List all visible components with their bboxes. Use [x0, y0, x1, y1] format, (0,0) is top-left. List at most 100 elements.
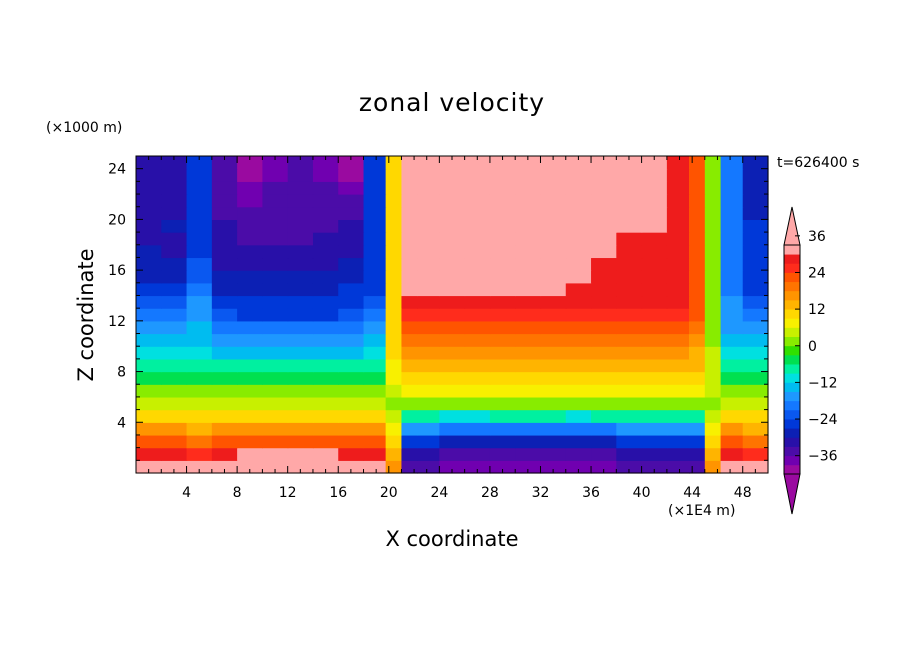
field-cell [704, 333, 722, 347]
field-cell [464, 206, 491, 220]
field-cell [385, 244, 403, 259]
field-cell [385, 257, 403, 271]
y-axis-unit: (×1000 m) [46, 120, 123, 136]
field-cell [489, 384, 516, 398]
field-cell [742, 358, 769, 373]
field-cell [515, 384, 542, 398]
field-cell [287, 257, 314, 271]
field-cell [704, 409, 722, 423]
field-cell [464, 447, 491, 461]
field-cell [704, 460, 722, 474]
field-cell [186, 422, 213, 436]
field-cell [385, 358, 403, 373]
field-cell [720, 308, 744, 322]
field-cell [689, 460, 706, 474]
field-cell [565, 371, 592, 385]
colorbar-segment [784, 382, 800, 392]
field-cell [385, 308, 403, 322]
field-cell [515, 244, 542, 259]
field-cell [237, 396, 263, 411]
field-cell [641, 409, 668, 423]
field-cell [704, 295, 722, 309]
field-cell [312, 333, 339, 347]
field-cell [666, 346, 690, 360]
field-cell [186, 257, 213, 271]
field-cell [616, 333, 643, 347]
field-cell [287, 346, 314, 360]
field-cell [161, 396, 188, 411]
field-cell [616, 270, 643, 284]
field-cell [720, 232, 744, 246]
field-cell [439, 270, 466, 284]
field-cell [720, 447, 744, 461]
field-cell [704, 156, 722, 170]
field-cell [439, 156, 466, 170]
field-cell [720, 282, 744, 297]
field-cell [666, 409, 690, 423]
field-cell [262, 371, 289, 385]
x-tick-label: 44 [683, 485, 701, 501]
field-cell [666, 181, 690, 195]
field-cell [136, 409, 162, 423]
field-cell [720, 358, 744, 373]
field-cell [540, 194, 567, 208]
field-cell [616, 371, 643, 385]
field-cell [641, 422, 668, 436]
field-cell [439, 232, 466, 246]
x-tick-label: 32 [532, 485, 550, 501]
field-cell [666, 308, 690, 322]
field-cell [136, 346, 162, 360]
field-cell [704, 168, 722, 182]
field-cell [417, 371, 440, 385]
field-cell [417, 422, 440, 436]
field-cell [704, 219, 722, 233]
field-cell [417, 257, 440, 271]
field-cell [287, 219, 314, 233]
field-cell [515, 282, 542, 297]
field-cell [439, 384, 466, 398]
field-cell [161, 320, 188, 335]
field-cell [515, 447, 542, 461]
field-cell [338, 270, 365, 284]
field-cell [237, 434, 263, 449]
field-cell [312, 371, 339, 385]
field-cell [515, 434, 542, 449]
field-cell [338, 206, 365, 220]
field-cell [591, 434, 617, 449]
field-cell [515, 308, 542, 322]
field-cell [363, 409, 387, 423]
field-cell [262, 422, 289, 436]
colorbar-segment [784, 364, 800, 374]
field-cell [262, 282, 289, 297]
field-cell [161, 434, 188, 449]
field-cell [464, 156, 491, 170]
field-cell [704, 244, 722, 259]
field-cell [211, 181, 238, 195]
field-cell [540, 447, 567, 461]
field-cell [237, 384, 263, 398]
field-cell [540, 244, 567, 259]
field-cell [287, 460, 314, 474]
colorbar-segment [784, 327, 800, 337]
field-cell [363, 156, 387, 170]
field-cell [262, 358, 289, 373]
field-cell [742, 206, 769, 220]
field-cell [464, 358, 491, 373]
field-cell [689, 434, 706, 449]
field-cell [136, 320, 162, 335]
field-cell [262, 396, 289, 411]
field-cell [720, 320, 744, 335]
field-cell [591, 168, 617, 182]
field-cell [262, 270, 289, 284]
field-cell [489, 346, 516, 360]
field-cell [641, 460, 668, 474]
field-cell [641, 194, 668, 208]
field-cell [287, 333, 314, 347]
field-cell [136, 206, 162, 220]
field-cell [312, 206, 339, 220]
field-cell [186, 308, 213, 322]
field-cell [489, 219, 516, 233]
field-cell [136, 434, 162, 449]
field-cell [666, 257, 690, 271]
field-cell [565, 244, 592, 259]
